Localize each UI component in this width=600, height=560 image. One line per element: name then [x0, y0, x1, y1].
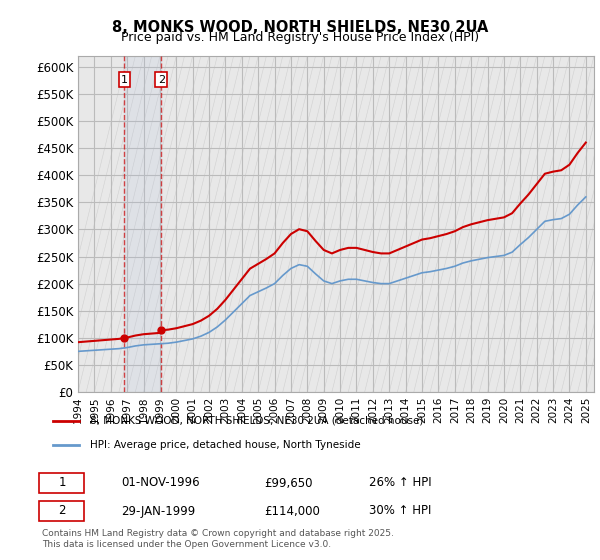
Text: £99,650: £99,650 — [264, 477, 312, 489]
Text: 2: 2 — [58, 505, 66, 517]
Text: 01-NOV-1996: 01-NOV-1996 — [121, 477, 200, 489]
Text: Contains HM Land Registry data © Crown copyright and database right 2025.
This d: Contains HM Land Registry data © Crown c… — [42, 529, 394, 549]
Text: 26% ↑ HPI: 26% ↑ HPI — [370, 477, 432, 489]
Text: 1: 1 — [121, 74, 128, 85]
Text: 8, MONKS WOOD, NORTH SHIELDS, NE30 2UA: 8, MONKS WOOD, NORTH SHIELDS, NE30 2UA — [112, 20, 488, 35]
Text: 29-JAN-1999: 29-JAN-1999 — [121, 505, 196, 517]
Text: 2: 2 — [158, 74, 165, 85]
Bar — [124, 56, 161, 392]
FancyBboxPatch shape — [40, 473, 84, 493]
Text: £114,000: £114,000 — [264, 505, 320, 517]
Text: Price paid vs. HM Land Registry's House Price Index (HPI): Price paid vs. HM Land Registry's House … — [121, 31, 479, 44]
Text: 8, MONKS WOOD, NORTH SHIELDS, NE30 2UA (detached house): 8, MONKS WOOD, NORTH SHIELDS, NE30 2UA (… — [89, 416, 423, 426]
Text: 1: 1 — [58, 477, 66, 489]
Text: 30% ↑ HPI: 30% ↑ HPI — [370, 505, 432, 517]
FancyBboxPatch shape — [40, 501, 84, 521]
Text: HPI: Average price, detached house, North Tyneside: HPI: Average price, detached house, Nort… — [89, 440, 360, 450]
